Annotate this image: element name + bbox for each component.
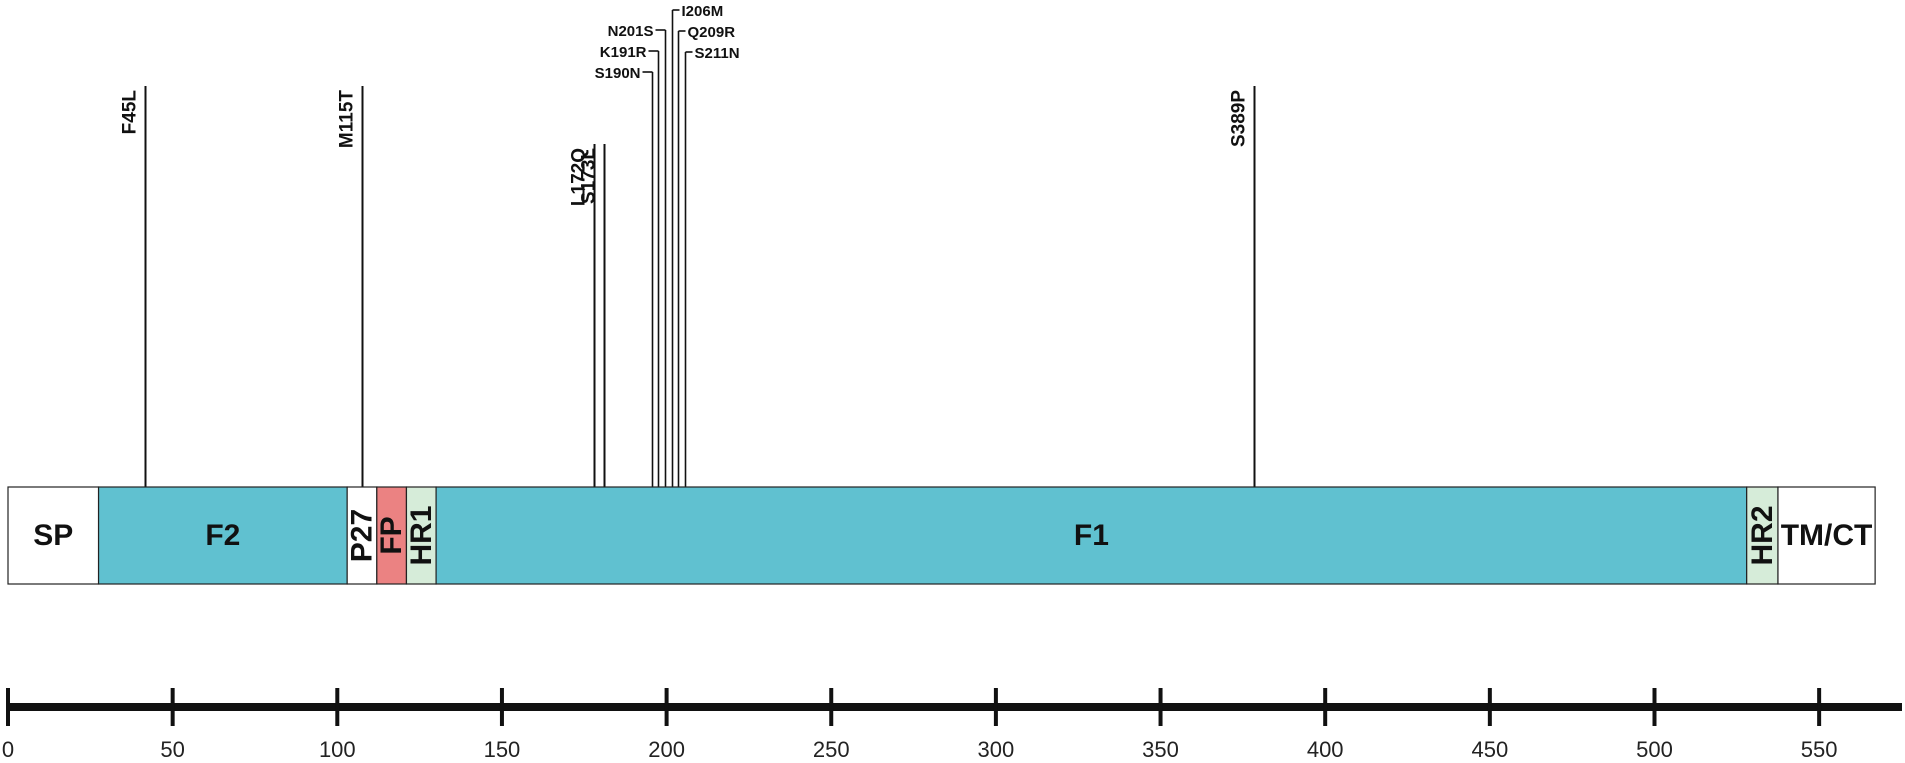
domain-f2-label: F2 xyxy=(205,519,240,552)
domain-hr2 xyxy=(1746,486,1779,585)
domain-tmct-label: TM/CT xyxy=(1781,519,1873,552)
position-axis: 0 50 100 150 200 250 300 350 400 450 500 550 xyxy=(2,688,1902,762)
axis-tick-label-100: 100 xyxy=(319,737,356,762)
domain-p27 xyxy=(346,486,378,585)
axis-tick-label-550: 550 xyxy=(1801,737,1838,762)
axis-tick-label-250: 250 xyxy=(813,737,850,762)
axis-tick-label-450: 450 xyxy=(1471,737,1508,762)
domain-hr1-label: HR1 xyxy=(405,505,438,565)
domain-f1 xyxy=(435,486,1748,585)
domain-f2 xyxy=(97,486,348,585)
mutation-i206m-label: I206M xyxy=(682,3,724,20)
domain-hr2-label: HR2 xyxy=(1746,505,1779,565)
axis-tick-label-200: 200 xyxy=(648,737,685,762)
mutation-n201s-label: N201S xyxy=(608,23,654,40)
domain-hr1 xyxy=(405,486,437,585)
domain-p27-label: P27 xyxy=(345,509,378,562)
mutation-s190n-label: S190N xyxy=(595,65,641,82)
axis-tick-label-50: 50 xyxy=(160,737,184,762)
mutation-k191r-label: K191R xyxy=(600,44,647,61)
mutation-s389p-label: S389P xyxy=(1229,90,1250,147)
axis-tick-label-300: 300 xyxy=(978,737,1015,762)
domain-tmct xyxy=(1777,486,1876,585)
mutation-s211n-label: S211N xyxy=(695,45,740,62)
axis-tick-label-0: 0 xyxy=(2,737,14,762)
mutation-q209r-label: Q209R xyxy=(688,24,736,41)
domain-sp xyxy=(7,486,100,585)
mutation-l172q-label: L172Q xyxy=(569,148,590,206)
domain-fp xyxy=(376,486,408,585)
domain-fp-label: FP xyxy=(375,516,408,554)
axis-tick-label-400: 400 xyxy=(1307,737,1344,762)
axis-tick-label-150: 150 xyxy=(484,737,521,762)
axis-tick-label-500: 500 xyxy=(1636,737,1673,762)
domain-f1-label: F1 xyxy=(1074,519,1109,552)
axis-tick-label-350: 350 xyxy=(1142,737,1179,762)
mutation-f45l-label: F45L xyxy=(120,90,141,135)
mutation-s173l-label: S173L xyxy=(579,148,600,204)
mutation-m115t-label: M115T xyxy=(337,90,358,148)
domain-sp-label: SP xyxy=(33,519,73,552)
